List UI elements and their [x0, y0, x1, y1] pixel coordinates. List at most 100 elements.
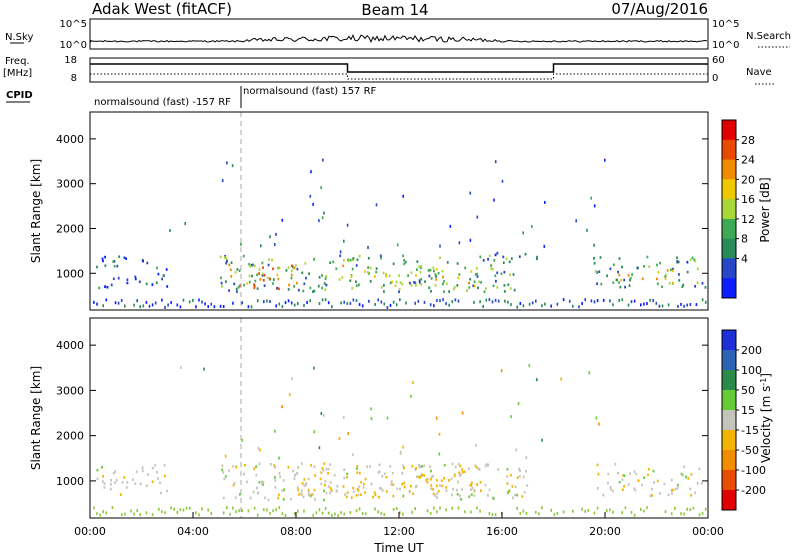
scatter-cell: [350, 275, 353, 278]
scatter-cell: [599, 256, 602, 259]
ground-scatter-cell: [380, 511, 383, 515]
scatter-cell: [252, 490, 255, 494]
ground-scatter-cell: [173, 507, 175, 511]
ground-scatter-cell: [451, 300, 454, 304]
scatter-cell: [258, 481, 261, 484]
scatter-cell: [656, 282, 659, 286]
scatter-cell: [500, 272, 503, 276]
scatter-cell: [385, 490, 388, 493]
cpid-segment-2: normalsound (fast) 157 RF: [243, 86, 377, 97]
colorbar-segment: [722, 390, 736, 411]
nsky-tick-top: 10^5: [60, 19, 87, 30]
scatter-cell: [461, 468, 464, 471]
ground-scatter-cell: [167, 303, 169, 307]
colorbar-tick-label: 16: [741, 193, 755, 206]
freq-tick-bottom: 8: [71, 73, 77, 84]
scatter-cell: [426, 480, 429, 484]
scatter-cell: [351, 258, 354, 262]
ground-scatter-cell: [287, 299, 290, 303]
ground-scatter-cell: [136, 509, 138, 512]
scatter-cell: [162, 274, 165, 278]
scatter-cell: [342, 259, 345, 262]
scatter-cell: [259, 278, 262, 281]
y-tick-label: 1000: [56, 475, 84, 488]
ground-scatter-cell: [293, 512, 296, 516]
x-axis-label: Time UT: [373, 541, 424, 554]
nsky-tick-bottom: 10^0: [60, 40, 87, 51]
scatter-cell: [435, 416, 438, 420]
ground-scatter-cell: [584, 298, 586, 302]
scatter-cell: [106, 286, 109, 289]
scatter-cell: [256, 287, 259, 290]
scatter-cell: [241, 438, 243, 442]
colorbar-tick-label: -100: [741, 464, 766, 477]
scatter-cell: [180, 366, 182, 369]
scatter-cell: [701, 282, 704, 285]
scatter-cell: [224, 256, 226, 259]
ground-scatter-cell: [142, 304, 145, 308]
scatter-cell: [677, 260, 680, 264]
x-tick-label: 04:00: [177, 525, 209, 538]
ground-scatter-cell: [195, 511, 197, 515]
scatter-cell: [321, 286, 323, 290]
scatter-cell: [618, 281, 620, 284]
scatter-cell: [516, 476, 519, 479]
scatter-cell: [323, 462, 326, 465]
scatter-cell: [403, 259, 405, 262]
ground-scatter-cell: [293, 303, 296, 307]
scatter-cell: [435, 275, 437, 278]
scatter-cell: [329, 491, 331, 495]
scatter-cell: [647, 467, 650, 471]
scatter-cell: [432, 474, 434, 478]
scatter-cell: [302, 289, 305, 293]
scatter-cell: [259, 448, 261, 452]
scatter-cell: [103, 482, 106, 485]
ground-scatter-cell: [275, 508, 277, 512]
scatter-cell: [525, 456, 528, 459]
scatter-cell: [323, 282, 326, 285]
ground-scatter-cell: [405, 301, 407, 305]
ground-scatter-cell: [318, 302, 321, 305]
colorbar-segment: [722, 330, 736, 351]
scatter-cell: [221, 468, 224, 471]
scatter-cell: [356, 464, 359, 468]
ground-scatter-cell: [414, 301, 416, 305]
scatter-cell: [278, 472, 281, 475]
scatter-cell: [253, 467, 255, 470]
scatter-cell: [96, 477, 99, 480]
ground-scatter-cell: [358, 507, 361, 511]
scatter-cell: [414, 468, 417, 471]
nsky-trace: [89, 33, 708, 44]
scatter-cell: [460, 498, 462, 501]
power-colorbar: 28 24 20 16 12 8 4: [721, 119, 755, 299]
scatter-cell: [249, 265, 252, 268]
scatter-cell: [256, 486, 258, 490]
ground-scatter-cell: [646, 302, 648, 305]
scatter-cell: [619, 285, 622, 289]
scatter-cell: [621, 265, 623, 269]
scatter-cell: [151, 480, 154, 484]
scatter-cell: [220, 281, 223, 285]
scatter-cell: [379, 254, 382, 258]
scatter-cell: [134, 277, 137, 281]
scatter-cell: [278, 456, 280, 460]
ground-scatter-cell: [399, 298, 401, 302]
ground-scatter-cell: [670, 512, 673, 516]
scatter-cell: [370, 407, 372, 411]
ground-scatter-cell: [436, 510, 438, 514]
scatter-cell: [443, 280, 445, 283]
freq-trace: [90, 63, 708, 73]
scatter-cell: [598, 270, 601, 273]
scatter-cell: [236, 268, 239, 271]
ground-scatter-cell: [556, 512, 559, 515]
ground-scatter-cell: [522, 304, 525, 308]
ground-scatter-cell: [689, 508, 692, 512]
ground-scatter-cell: [120, 513, 123, 517]
scatter-cell: [518, 467, 521, 471]
scatter-cell: [104, 264, 107, 267]
scatter-cell: [394, 284, 397, 288]
scatter-cell: [297, 488, 300, 492]
scatter-cell: [314, 474, 316, 477]
nave-label: Nave: [746, 67, 772, 78]
ground-scatter-cell: [402, 512, 404, 516]
